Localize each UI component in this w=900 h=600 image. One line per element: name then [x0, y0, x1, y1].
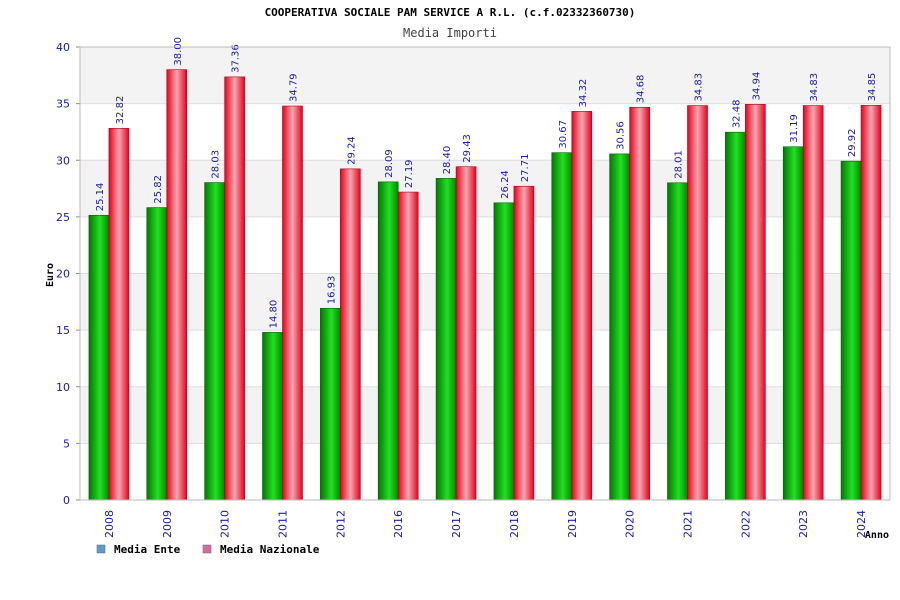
value-label-media-nazionale: 34.85 [867, 73, 878, 102]
y-tick-label: 10 [56, 381, 70, 394]
value-label-media-ente: 14.80 [269, 300, 280, 329]
bar-media-nazionale [397, 191, 419, 501]
bar-media-ente [88, 214, 110, 501]
bars [88, 69, 882, 501]
value-label-media-nazionale: 38.00 [173, 37, 184, 66]
x-tick-label: 2010 [219, 510, 232, 538]
bar-media-nazionale [802, 105, 824, 501]
bar-media-ente [320, 307, 341, 501]
plot-band [80, 47, 890, 104]
bar-media-ente [725, 131, 746, 501]
value-label-media-ente: 28.09 [384, 149, 395, 178]
bar-media-ente [204, 182, 225, 501]
value-label-media-nazionale: 27.19 [404, 159, 415, 188]
value-label-media-nazionale: 34.32 [578, 79, 589, 108]
value-label-media-nazionale: 29.24 [346, 136, 357, 165]
value-label-media-ente: 28.03 [211, 150, 222, 179]
bar-media-nazionale [571, 111, 593, 501]
bar-media-nazionale [166, 69, 188, 501]
legend-swatch-media-ente [96, 544, 106, 554]
plot-band [80, 386, 890, 444]
x-tick-label: 2011 [277, 510, 290, 538]
bar-media-nazionale [224, 76, 245, 501]
bar-media-nazionale [687, 105, 708, 501]
value-label-media-ente: 25.82 [153, 175, 164, 204]
value-label-media-ente: 28.40 [442, 146, 453, 175]
bar-media-ente [493, 202, 515, 501]
x-tick-label: 2012 [334, 510, 347, 538]
value-labels: 25.14 32.82 25.82 38.00 28.03 37.36 14.80 34.79… [95, 37, 878, 328]
value-label-media-ente: 16.93 [326, 276, 337, 305]
value-label-media-ente: 30.67 [558, 120, 569, 149]
x-tick-label: 2021 [682, 510, 695, 538]
plot-frame [79, 46, 891, 501]
y-tick-label: 40 [56, 41, 70, 54]
x-tick-label: 2008 [103, 510, 116, 538]
x-tick-label: 2022 [739, 510, 752, 538]
value-label-media-ente: 28.01 [674, 150, 685, 179]
bar-media-nazionale [860, 105, 882, 501]
y-tick-label: 30 [56, 154, 70, 167]
value-label-media-nazionale: 29.43 [462, 134, 473, 163]
legend: Media Ente Media Nazionale [96, 543, 320, 556]
legend-label-media-nazionale: Media Nazionale [220, 543, 320, 556]
x-tick-label: 2024 [855, 510, 868, 538]
y-tick-label: 20 [56, 268, 70, 281]
y-tick-label: 15 [56, 324, 70, 337]
x-axis-ticks: 2008 2009 2010 2011 2012 2016 2017 2018 2019 2020… [103, 510, 868, 538]
bar-media-ente [551, 152, 573, 501]
value-label-media-ente: 30.56 [616, 121, 627, 150]
bar-media-nazionale [455, 166, 477, 501]
y-axis-ticks: 0 5 10 15 20 25 30 35 40 [56, 41, 80, 507]
legend-label-media-ente: Media Ente [114, 543, 181, 556]
chart-subtitle: Media Importi [403, 26, 497, 40]
bar-media-ente [435, 178, 457, 501]
x-tick-label: 2016 [392, 510, 405, 538]
bar-media-ente [377, 181, 399, 501]
bar-media-nazionale [745, 104, 766, 501]
value-label-media-nazionale: 34.94 [751, 72, 762, 101]
x-tick-label: 2018 [508, 510, 521, 538]
value-label-media-nazionale: 34.79 [289, 73, 300, 102]
x-axis-label: Anno [865, 530, 889, 541]
value-label-media-ente: 32.48 [731, 100, 742, 129]
bar-media-nazionale [629, 106, 650, 501]
value-label-media-ente: 25.14 [95, 183, 106, 212]
value-label-media-nazionale: 34.83 [694, 73, 705, 102]
x-tick-label: 2009 [161, 510, 174, 538]
bar-media-ente [609, 153, 630, 501]
bar-media-ente [840, 160, 862, 501]
bar-media-nazionale [340, 168, 361, 501]
x-tick-label: 2019 [566, 510, 579, 538]
x-tick-label: 2017 [450, 510, 463, 538]
x-tick-label: 2023 [797, 510, 810, 538]
value-label-media-nazionale: 32.82 [115, 96, 126, 125]
bar-media-ente [262, 332, 283, 501]
x-tick-label: 2020 [624, 510, 637, 538]
value-label-media-ente: 31.19 [789, 114, 800, 143]
chart-title: COOPERATIVA SOCIALE PAM SERVICE A R.L. (… [265, 6, 636, 19]
plot-band [80, 160, 890, 217]
y-tick-label: 25 [56, 211, 70, 224]
bar-media-ente [782, 146, 804, 501]
y-tick-label: 0 [63, 494, 70, 507]
value-label-media-ente: 29.92 [847, 129, 858, 158]
value-label-media-nazionale: 27.71 [520, 154, 531, 183]
plot-band [80, 273, 890, 331]
bar-media-nazionale [108, 128, 130, 501]
bar-media-nazionale [282, 105, 303, 501]
y-tick-label: 35 [56, 98, 70, 111]
y-tick-label: 5 [63, 437, 70, 450]
bar-media-ente [146, 207, 168, 501]
bar-media-ente [667, 182, 688, 501]
value-label-media-ente: 26.24 [500, 170, 511, 199]
value-label-media-nazionale: 34.83 [809, 73, 820, 102]
value-label-media-nazionale: 34.68 [636, 75, 647, 104]
value-label-media-nazionale: 37.36 [231, 44, 242, 73]
bar-media-nazionale [513, 185, 535, 501]
legend-swatch-media-nazionale [202, 544, 212, 554]
y-axis-label: Euro [45, 263, 56, 287]
